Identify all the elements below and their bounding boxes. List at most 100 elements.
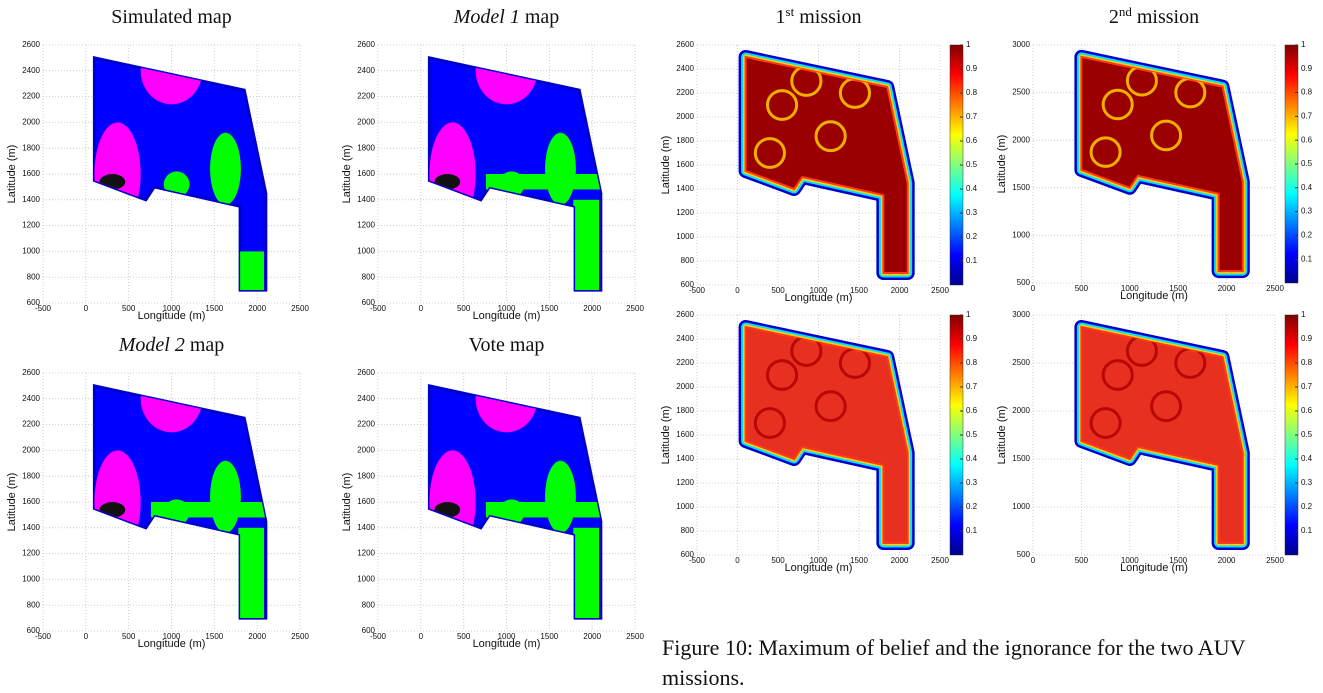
y-tick-label: 1200	[676, 478, 694, 487]
heat-detail	[1089, 64, 1207, 168]
title-part: mission	[799, 6, 861, 28]
x-tick-label: 2500	[291, 304, 309, 313]
x-tick-label: 2000	[1218, 556, 1236, 565]
class-region	[573, 527, 600, 619]
title-part: map	[190, 334, 224, 356]
y-tick-label: 1600	[22, 169, 40, 178]
x-tick-label: 1500	[540, 632, 558, 641]
x-tick-label: 1000	[1121, 556, 1139, 565]
class-region	[238, 527, 265, 619]
y-axis-label: Latitude (m)	[660, 406, 672, 465]
y-tick-label: 1000	[22, 575, 40, 584]
y-axis-label: Latitude (m)	[341, 473, 353, 532]
y-axis-label: Latitude (m)	[660, 136, 672, 195]
y-tick-label: 1200	[22, 221, 40, 230]
subplot-title: 1st mission	[776, 4, 862, 29]
subplot-title: Model 2 map	[118, 334, 225, 356]
colorbar-tick-label: 0.1	[966, 526, 978, 535]
y-tick-label: 2000	[357, 118, 375, 127]
y-tick-label: 2400	[357, 66, 375, 75]
x-tick-label: 2000	[891, 286, 909, 295]
colorbar-tick-label: 0.4	[1301, 183, 1313, 192]
colorbar-tick-label: 0.3	[966, 208, 978, 217]
colorbar-tick-label: 0.2	[966, 502, 978, 511]
colorbar-tick-label: 0.7	[1301, 382, 1313, 391]
heat-detail	[1089, 335, 1207, 439]
colorbar-tick-label: 0.8	[1301, 358, 1313, 367]
x-tick-label: 1000	[1121, 284, 1139, 293]
title-part: map	[525, 6, 559, 28]
x-axis-label: Longitude (m)	[1120, 562, 1188, 574]
y-tick-label: 2200	[357, 420, 375, 429]
x-tick-label: -500	[35, 304, 52, 313]
subplot: 0 500 1000 1500 2000 250050010001500200025003…	[996, 310, 1313, 574]
x-axis-label: Longitude (m)	[138, 638, 206, 650]
colorbar-tick-label: 0.1	[1301, 526, 1313, 535]
colorbar-tick-label: 0.4	[966, 454, 978, 463]
title-part: 1	[776, 6, 786, 28]
x-tick-label: 2000	[1218, 284, 1236, 293]
y-tick-label: 600	[681, 550, 695, 559]
subplot: -500 0 500 1000 1500 2000 2500 600 800 1000 1200 14…	[6, 334, 309, 650]
colorbar-tick-label: 0.7	[966, 382, 978, 391]
heat-area	[744, 55, 909, 274]
colorbar-tick-label: 0.1	[966, 256, 978, 265]
colorbar-tick-label: 0.3	[1301, 478, 1313, 487]
y-tick-label: 2600	[357, 368, 375, 377]
y-tick-label: 3000	[1012, 40, 1030, 49]
class-region	[573, 199, 600, 291]
class-region	[150, 502, 266, 518]
y-tick-label: 1600	[676, 430, 694, 439]
y-tick-label: 2600	[676, 310, 694, 319]
y-tick-label: 1800	[22, 143, 40, 152]
class-region	[545, 132, 576, 205]
heat-area	[1080, 55, 1244, 273]
x-tick-label: 500	[1075, 556, 1089, 565]
x-axis-label: Longitude (m)	[1120, 290, 1188, 302]
x-tick-label: 1500	[1169, 284, 1187, 293]
heat-feature	[1089, 136, 1122, 168]
x-tick-label: 2000	[583, 632, 601, 641]
y-tick-label: 1500	[1012, 454, 1030, 463]
colorbar-tick-label: 0.4	[1301, 454, 1313, 463]
heat-feature	[765, 359, 799, 391]
heat-area	[1080, 325, 1244, 544]
colorbar-tick-label: 1	[966, 310, 971, 319]
colorbar-tick-label: 1	[1301, 40, 1306, 49]
x-tick-label: 2500	[931, 286, 949, 295]
subplot-title: Vote map	[469, 334, 545, 356]
title-part: Model 1	[453, 6, 520, 28]
heat-feature	[1101, 88, 1134, 121]
y-tick-label: 600	[362, 626, 376, 635]
heat-feature	[753, 407, 786, 439]
y-tick-label: 1800	[357, 471, 375, 480]
subplot: -500 0 500 1000 1500 2000 2500 600 800 1000 1200 14…	[341, 334, 644, 650]
x-tick-label: 1500	[205, 304, 223, 313]
x-tick-label: 0	[419, 304, 424, 313]
subplot: -500 0 500 1000 1500 2000 2500 600 800 1000 1200 14…	[341, 6, 644, 322]
y-tick-label: 600	[362, 298, 376, 307]
x-tick-label: 500	[1075, 284, 1089, 293]
y-tick-label: 1000	[1012, 231, 1030, 240]
heat-feature	[753, 137, 786, 169]
x-axis-label: Longitude (m)	[473, 638, 541, 650]
colorbar-tick-label: 0.2	[1301, 231, 1313, 240]
x-tick-label: 0	[735, 286, 740, 295]
title-part: mission	[1137, 6, 1199, 28]
subplot: -500 0 500 1000 1500 2000 2500 600 800 1000 1200 14…	[6, 6, 309, 322]
y-tick-label: 1800	[357, 143, 375, 152]
y-tick-label: 600	[27, 298, 41, 307]
x-tick-label: 1500	[1169, 556, 1187, 565]
y-tick-label: 1000	[676, 502, 694, 511]
y-tick-label: 1800	[676, 406, 694, 415]
x-tick-label: 1000	[498, 304, 516, 313]
x-tick-label: 2500	[626, 304, 644, 313]
subplot-title: 2nd mission	[1109, 4, 1199, 29]
y-tick-label: 2000	[676, 112, 694, 121]
y-tick-label: 1600	[357, 497, 375, 506]
x-tick-label: 0	[1031, 284, 1036, 293]
x-tick-label: 2000	[248, 632, 266, 641]
y-tick-label: 2200	[22, 420, 40, 429]
colorbar-tick-label: 0.8	[966, 88, 978, 97]
title-part: nd	[1119, 4, 1133, 19]
